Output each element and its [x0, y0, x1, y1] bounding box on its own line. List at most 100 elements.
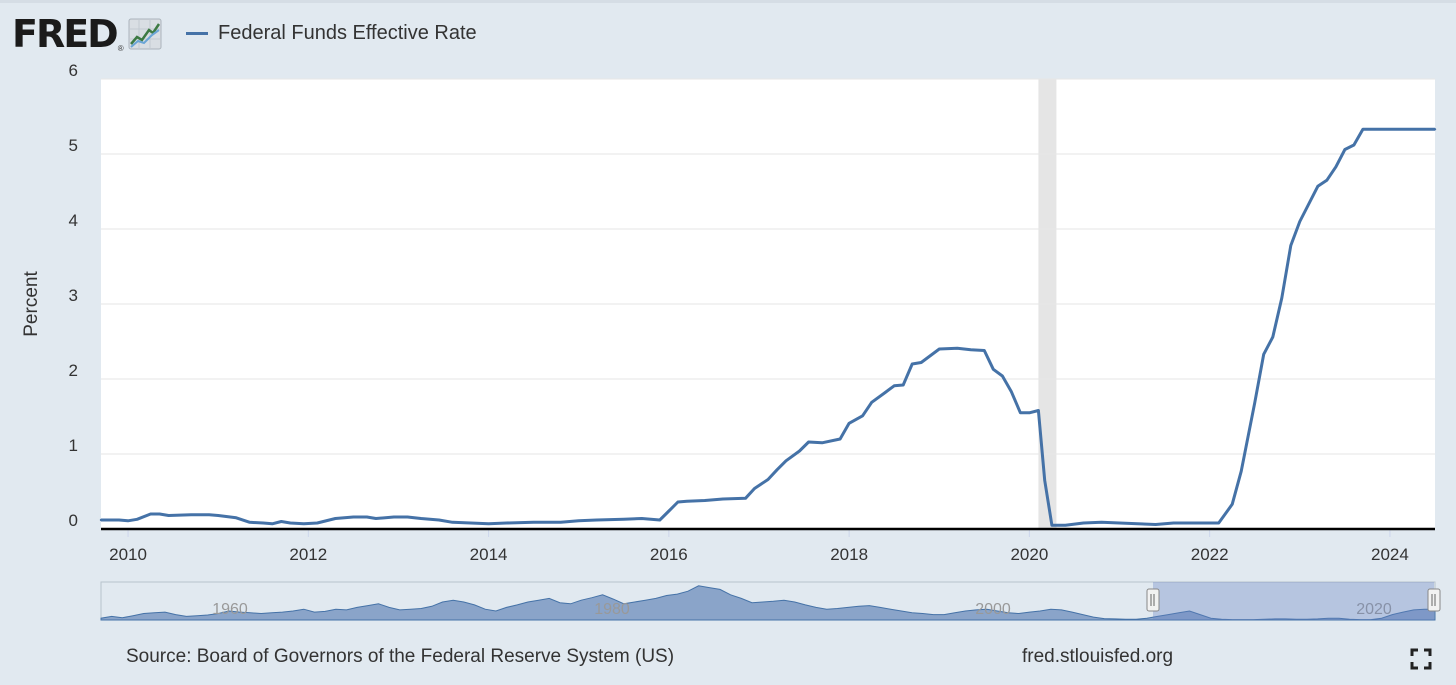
data-point	[847, 422, 851, 425]
navigator[interactable]: 1960 1980 2000 2020	[100, 581, 1441, 621]
x-tick-label: 2014	[470, 545, 508, 564]
data-point	[248, 521, 251, 524]
navigator-selection[interactable]	[1153, 582, 1434, 620]
data-point	[911, 362, 914, 366]
data-point	[1217, 521, 1220, 525]
data-point	[559, 521, 562, 524]
data-point	[798, 449, 801, 453]
data-point	[1316, 185, 1320, 188]
data-point	[392, 515, 396, 519]
fred-logo-text: FRED	[12, 12, 119, 56]
navigator-label: 2020	[1356, 601, 1392, 618]
data-point	[1019, 411, 1022, 414]
data-point	[820, 441, 824, 444]
navigator-handle-right[interactable]	[1427, 588, 1441, 612]
legend[interactable]: Federal Funds Effective Rate	[186, 22, 477, 45]
y-tick-label: 5	[69, 136, 78, 155]
fullscreen-icon[interactable]	[1410, 648, 1432, 670]
data-point	[1325, 179, 1329, 182]
data-point	[469, 521, 472, 525]
y-axis-label: Percent	[21, 271, 42, 337]
data-point	[271, 522, 274, 525]
navigator-label: 2000	[975, 601, 1011, 618]
data-point	[189, 513, 193, 516]
data-point	[280, 520, 283, 523]
data-point	[595, 518, 598, 522]
data-point	[721, 497, 725, 501]
data-point	[235, 516, 238, 519]
data-point	[487, 522, 490, 525]
data-point	[870, 401, 873, 404]
data-point	[1280, 296, 1284, 300]
navigator-label: 1980	[594, 601, 630, 618]
data-point	[149, 512, 152, 516]
data-point	[658, 518, 661, 522]
data-point	[406, 515, 409, 519]
top-strip	[0, 0, 1456, 3]
data-point	[1298, 220, 1302, 223]
data-point	[1050, 524, 1054, 527]
data-point	[334, 517, 337, 520]
data-point	[1010, 390, 1013, 393]
data-point	[622, 518, 625, 521]
data-point	[374, 517, 378, 520]
data-point	[302, 522, 305, 525]
footer-url-link[interactable]: fred.stlouisfed.org	[1022, 646, 1174, 667]
y-tick-label: 0	[69, 511, 78, 530]
navigator-area	[100, 585, 1436, 621]
y-tick-label: 3	[69, 286, 78, 305]
legend-label: Federal Funds Effective Rate	[218, 22, 477, 44]
data-point	[1172, 521, 1175, 525]
source-text: Source: Board of Governors of the Federa…	[126, 646, 675, 667]
data-point	[902, 383, 905, 387]
data-point	[1136, 522, 1139, 525]
x-tick-label: 2024	[1371, 545, 1409, 564]
data-point	[1028, 411, 1031, 414]
data-point	[577, 519, 580, 522]
data-point	[938, 347, 941, 351]
data-point	[1433, 128, 1437, 131]
data-point	[992, 368, 995, 371]
data-point	[451, 521, 454, 524]
y-tick-label: 6	[69, 61, 78, 80]
data-point	[1082, 521, 1085, 525]
data-point	[1043, 479, 1046, 482]
fred-graph-icon	[128, 18, 162, 50]
data-point	[1208, 521, 1211, 525]
data-point	[983, 349, 986, 352]
y-tick-label: 4	[69, 211, 78, 230]
data-point	[365, 515, 369, 519]
data-point	[1352, 143, 1356, 147]
data-point	[1037, 409, 1040, 412]
data-point	[884, 391, 887, 394]
series-line-federal-funds-rate	[101, 127, 1435, 527]
data-point	[208, 513, 211, 516]
data-point	[920, 361, 923, 364]
x-tick-label: 2012	[289, 545, 327, 564]
data-point	[167, 514, 170, 517]
chart: 0 1 2 3 4 5 6 2010 2012 2014 2016 2018 2020 2022 2024…	[21, 61, 1441, 621]
data-point	[1154, 523, 1157, 526]
data-point	[775, 468, 779, 471]
fred-logo[interactable]: FRED ®	[12, 14, 162, 54]
data-point	[956, 347, 959, 350]
x-tick-label: 2022	[1191, 545, 1229, 564]
data-point	[685, 500, 689, 503]
data-point	[126, 519, 130, 522]
legend-swatch	[186, 32, 208, 35]
data-point	[1361, 128, 1365, 131]
data-point	[1100, 521, 1103, 524]
data-point	[784, 459, 788, 462]
data-point	[766, 478, 770, 481]
data-point	[289, 521, 292, 525]
data-point	[135, 518, 139, 521]
data-point	[1343, 148, 1347, 151]
x-tick-label: 2018	[830, 545, 868, 564]
data-point	[505, 521, 508, 525]
data-point	[352, 515, 355, 519]
data-point	[437, 518, 441, 522]
data-point	[99, 518, 103, 522]
data-point	[667, 509, 671, 513]
navigator-handle-left[interactable]	[1146, 588, 1160, 612]
data-point	[744, 497, 747, 500]
